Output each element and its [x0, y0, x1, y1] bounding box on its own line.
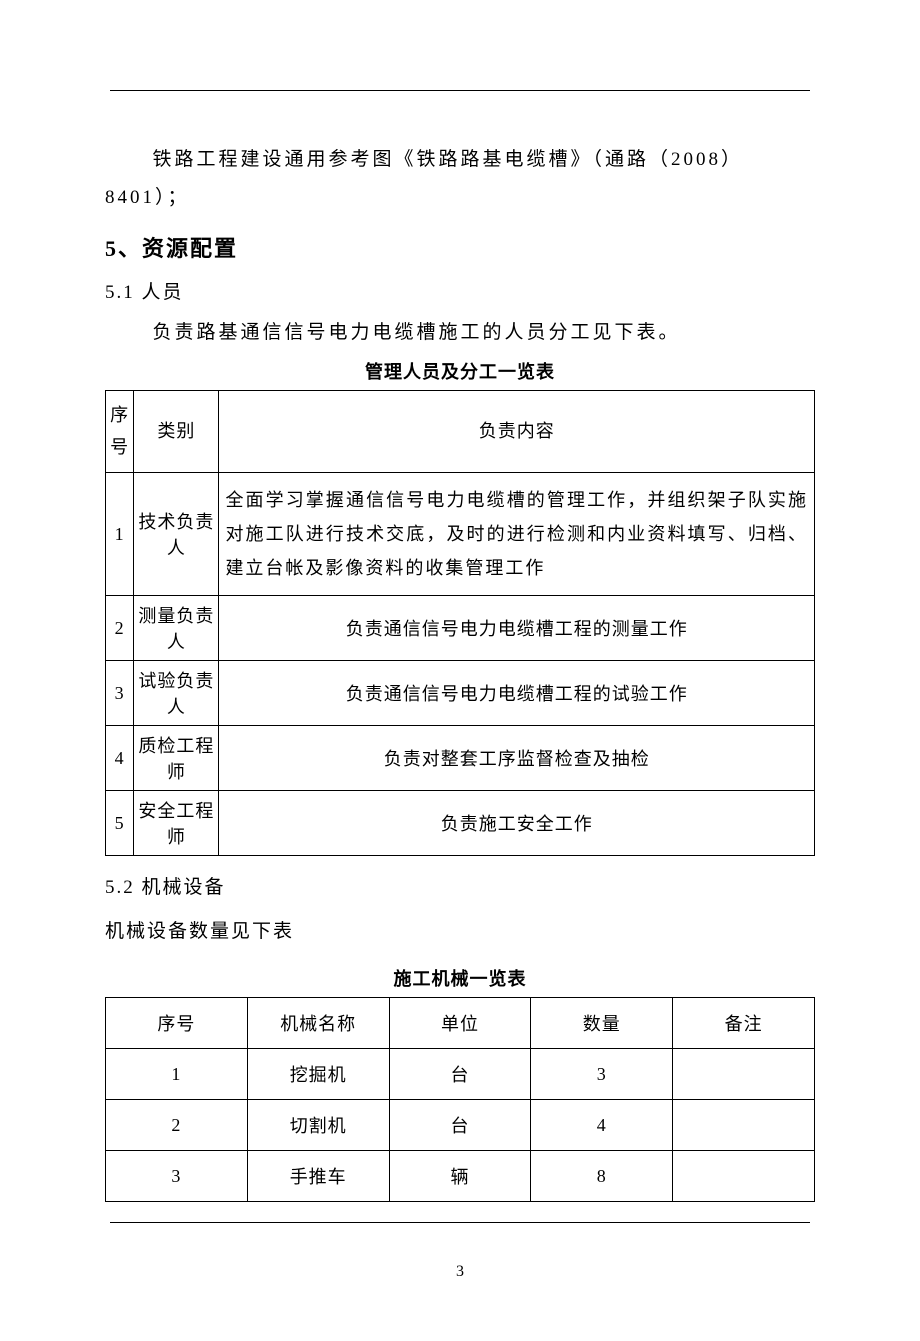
- table-cell: 负责施工安全工作: [219, 791, 815, 856]
- table-row: 2 切割机 台 4: [106, 1100, 815, 1151]
- table-row: 2 测量负责人 负责通信信号电力电缆槽工程的测量工作: [106, 596, 815, 661]
- table-cell: 2: [106, 596, 134, 661]
- table-row: 4 质检工程师 负责对整套工序监督检查及抽检: [106, 726, 815, 791]
- table-cell: 手推车: [247, 1151, 389, 1202]
- table-cell: 技术负责人: [134, 472, 219, 596]
- subsection-5-1: 5.1 人员: [105, 277, 815, 304]
- table-cell: 4: [531, 1100, 673, 1151]
- table-cell: 挖掘机: [247, 1049, 389, 1100]
- table-cell: [673, 1151, 815, 1202]
- table-cell: 试验负责人: [134, 661, 219, 726]
- table-row: 3 手推车 辆 8: [106, 1151, 815, 1202]
- table-row: 1 挖掘机 台 3: [106, 1049, 815, 1100]
- table-header-cell: 备注: [673, 998, 815, 1049]
- table-cell: [673, 1049, 815, 1100]
- table-cell: 负责通信信号电力电缆槽工程的试验工作: [219, 661, 815, 726]
- table-cell: 8: [531, 1151, 673, 1202]
- page-content: 铁路工程建设通用参考图《铁路路基电缆槽》（通路（2008）8401）； 5、资源…: [0, 0, 920, 1341]
- table-cell: 1: [106, 1049, 248, 1100]
- table-cell: 3: [106, 1151, 248, 1202]
- top-horizontal-rule: [110, 90, 810, 91]
- table-cell: 负责对整套工序监督检查及抽检: [219, 726, 815, 791]
- table-cell: 切割机: [247, 1100, 389, 1151]
- table-cell: 3: [106, 661, 134, 726]
- table-cell: 辆: [389, 1151, 531, 1202]
- table-header-cell: 序号: [106, 391, 134, 473]
- table-cell: 5: [106, 791, 134, 856]
- table-header-cell: 类别: [134, 391, 219, 473]
- table-cell: 安全工程师: [134, 791, 219, 856]
- table-2-title: 施工机械一览表: [105, 965, 815, 991]
- page-number: 3: [105, 1263, 815, 1281]
- bottom-horizontal-rule: [110, 1222, 810, 1223]
- table-cell: 台: [389, 1049, 531, 1100]
- table-cell: 台: [389, 1100, 531, 1151]
- table-header-cell: 单位: [389, 998, 531, 1049]
- table-cell: 负责通信信号电力电缆槽工程的测量工作: [219, 596, 815, 661]
- table-header-row: 序号 机械名称 单位 数量 备注: [106, 998, 815, 1049]
- section-heading-5: 5、资源配置: [105, 231, 815, 263]
- machinery-table: 序号 机械名称 单位 数量 备注 1 挖掘机 台 3 2 切割机 台 4 3 手…: [105, 997, 815, 1202]
- table-1-title: 管理人员及分工一览表: [105, 358, 815, 384]
- table-cell: 1: [106, 472, 134, 596]
- table-header-cell: 序号: [106, 998, 248, 1049]
- subsection-5-2-para: 机械设备数量见下表: [105, 913, 815, 951]
- table-cell: 质检工程师: [134, 726, 219, 791]
- table-header-cell: 负责内容: [219, 391, 815, 473]
- table-row: 1 技术负责人 全面学习掌握通信信号电力电缆槽的管理工作，并组织架子队实施对施工…: [106, 472, 815, 596]
- subsection-5-1-para: 负责路基通信信号电力电缆槽施工的人员分工见下表。: [105, 314, 815, 352]
- intro-paragraph: 铁路工程建设通用参考图《铁路路基电缆槽》（通路（2008）8401）；: [105, 141, 815, 217]
- table-cell: 3: [531, 1049, 673, 1100]
- table-cell: 全面学习掌握通信信号电力电缆槽的管理工作，并组织架子队实施对施工队进行技术交底，…: [219, 472, 815, 596]
- table-cell: 测量负责人: [134, 596, 219, 661]
- personnel-table: 序号 类别 负责内容 1 技术负责人 全面学习掌握通信信号电力电缆槽的管理工作，…: [105, 390, 815, 856]
- table-header-cell: 机械名称: [247, 998, 389, 1049]
- table-cell: 2: [106, 1100, 248, 1151]
- table-row: 5 安全工程师 负责施工安全工作: [106, 791, 815, 856]
- table-cell: [673, 1100, 815, 1151]
- table-header-cell: 数量: [531, 998, 673, 1049]
- table-cell: 4: [106, 726, 134, 791]
- table-header-row: 序号 类别 负责内容: [106, 391, 815, 473]
- subsection-5-2: 5.2 机械设备: [105, 872, 815, 899]
- table-row: 3 试验负责人 负责通信信号电力电缆槽工程的试验工作: [106, 661, 815, 726]
